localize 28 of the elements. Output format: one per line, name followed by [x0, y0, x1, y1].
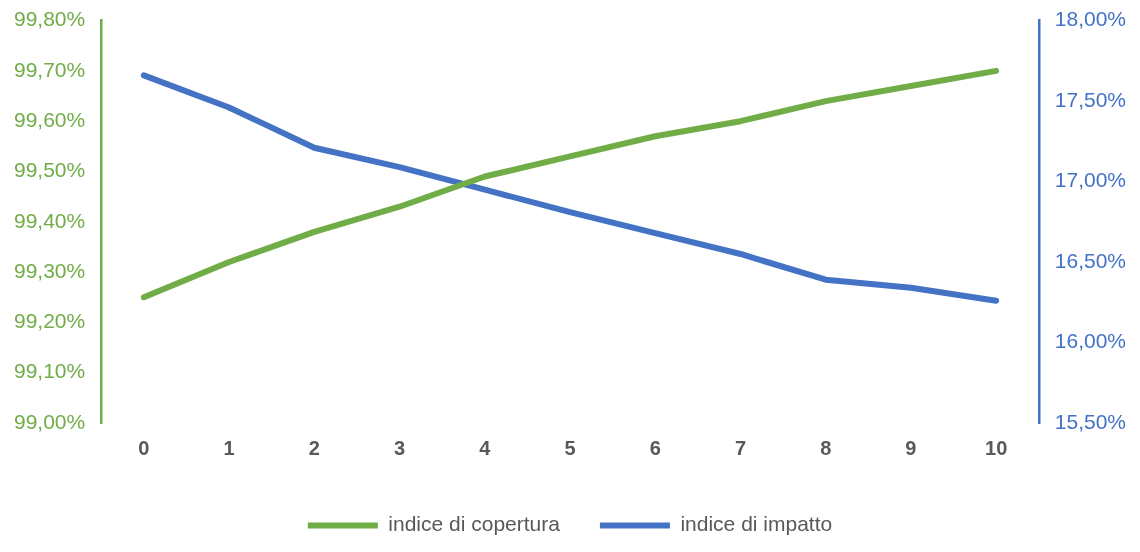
y2-tick-label: 17,50% [1054, 87, 1127, 111]
y-tick-label: 99,20% [13, 309, 86, 333]
legend-label: indice di copertura [388, 512, 561, 536]
x-tick-label: 4 [479, 436, 492, 459]
y-tick-label: 99,30% [13, 258, 86, 282]
x-tick-label: 10 [985, 436, 1008, 459]
y-tick-label: 99,60% [13, 108, 86, 131]
x-tick-label: 8 [820, 436, 832, 459]
y2-tick-label: 15,50% [1054, 409, 1127, 433]
y2-tick-label: 17,00% [1054, 168, 1127, 192]
y-tick-label: 99,10% [13, 359, 86, 383]
y-tick-label: 99,00% [13, 409, 86, 433]
y2-tick-label: 16,00% [1054, 329, 1127, 353]
x-tick-label: 5 [564, 436, 576, 459]
x-tick-label: 0 [138, 436, 150, 459]
y2-tick-label: 16,50% [1054, 248, 1127, 272]
x-tick-label: 7 [734, 436, 747, 459]
y-tick-label: 99,50% [13, 158, 86, 182]
y-tick-label: 99,80% [13, 7, 86, 31]
x-tick-label: 1 [223, 436, 235, 459]
x-tick-label: 9 [905, 436, 917, 459]
x-tick-label: 6 [649, 436, 661, 459]
legend-label: indice di impatto [680, 512, 833, 536]
y2-tick-label: 18,00% [1054, 7, 1127, 31]
x-tick-label: 3 [393, 436, 406, 459]
x-tick-label: 2 [308, 436, 320, 459]
y-tick-label: 99,70% [13, 57, 86, 81]
y-tick-label: 99,40% [13, 208, 86, 232]
